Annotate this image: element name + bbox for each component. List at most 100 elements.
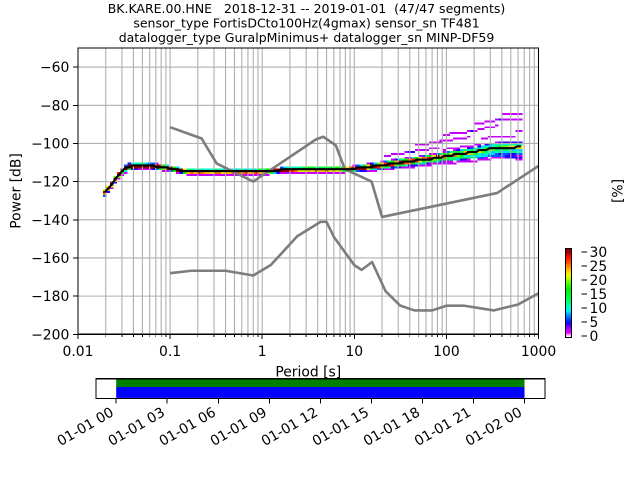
histogram-cell [411,158,416,161]
histogram-cell [113,175,118,178]
histogram-cell [117,172,121,174]
histogram-cell [477,151,481,153]
histogram-cell [449,139,454,142]
histogram-cell [318,166,322,169]
histogram-cell [446,147,450,150]
histogram-cell [498,143,502,146]
histogram-cell [463,131,468,134]
histogram-cell [363,170,367,173]
histogram-cell [498,149,502,152]
histogram-cell [449,131,454,134]
histogram-cell [210,172,215,174]
histogram-cell [214,173,218,176]
histogram-cell [442,156,447,159]
histogram-cell [286,166,291,169]
histogram-cell [453,162,457,165]
histogram-cell [276,168,280,171]
histogram-cell [487,145,492,148]
histogram-cell [460,158,464,161]
histogram-cell [515,141,520,144]
histogram-cell [449,156,454,159]
histogram-cell [460,149,464,152]
histogram-cell [394,164,398,167]
histogram-cell [432,152,436,155]
histogram-cell [418,143,423,146]
histogram-cell [193,173,197,176]
histogram-cell [383,166,388,169]
histogram-cell [411,162,416,165]
histogram-cell [103,193,107,195]
histogram-cell [182,168,187,171]
histogram-cell [196,172,201,174]
histogram-cell [411,156,416,159]
histogram-cell [383,168,388,171]
histogram-cell [418,149,423,152]
histogram-cell [491,154,495,157]
histogram-cell [366,170,371,173]
histogram-cell [442,139,447,142]
colorbar-tick-label: 10 [590,301,608,317]
histogram-cell [390,152,395,155]
histogram-cell [442,149,447,152]
histogram-cell [512,112,516,115]
histogram-cell [376,168,381,171]
histogram-cell [397,164,402,167]
histogram-cell [432,158,436,161]
histogram-cell [480,158,485,161]
histogram-cell [186,172,190,174]
timeline-segments-bar [116,387,525,398]
histogram-cell [512,145,516,148]
histogram-cell [442,160,447,163]
histogram-cell [449,160,454,163]
histogram-cell [307,166,312,169]
histogram-cell [428,141,433,144]
histogram-cell [480,154,485,157]
histogram-cell [321,170,325,173]
x-tick-label: 0.01 [63,344,94,360]
histogram-cell [234,173,239,176]
histogram-cell [425,156,429,159]
histogram-cell [106,191,111,194]
histogram-cell [512,143,516,146]
histogram-cell [460,160,464,163]
y-tick-label: −100 [31,136,69,152]
histogram-cell [484,126,488,129]
histogram-cell [293,172,298,174]
histogram-cell [470,149,475,152]
histogram-cell [515,118,520,121]
histogram-cell [245,172,249,174]
histogram-cell [366,162,371,165]
histogram-cell [425,143,429,146]
timeline-coverage-bar [116,379,525,387]
histogram-cell [169,166,173,169]
histogram-cell [200,168,204,171]
histogram-cell [498,135,502,138]
histogram-cell [498,145,502,148]
histogram-cell [241,172,246,174]
histogram-cell [311,166,315,169]
histogram-cell [151,162,156,165]
histogram-cell [519,151,523,153]
histogram-cell [439,152,443,155]
histogram-cell [172,170,176,173]
histogram-cell [262,168,267,171]
histogram-cell [477,147,481,150]
histogram-cell [519,149,523,152]
histogram-cell [480,156,485,159]
histogram-cell [501,145,506,148]
histogram-cell [519,130,523,132]
histogram-cell [366,168,371,171]
histogram-cell [155,162,159,165]
histogram-cell [515,154,520,157]
histogram-cell [207,172,211,174]
y-tick-label: −60 [40,60,69,76]
histogram-cell [193,168,197,171]
histogram-cell [467,130,471,132]
histogram-cell [494,118,499,121]
y-tick-label: −140 [31,213,69,229]
histogram-cell [151,166,156,169]
colorbar-tick-label: 25 [590,259,608,275]
histogram-cell [359,168,364,171]
histogram-cell [404,156,409,159]
y-tick-label: −80 [40,98,69,114]
